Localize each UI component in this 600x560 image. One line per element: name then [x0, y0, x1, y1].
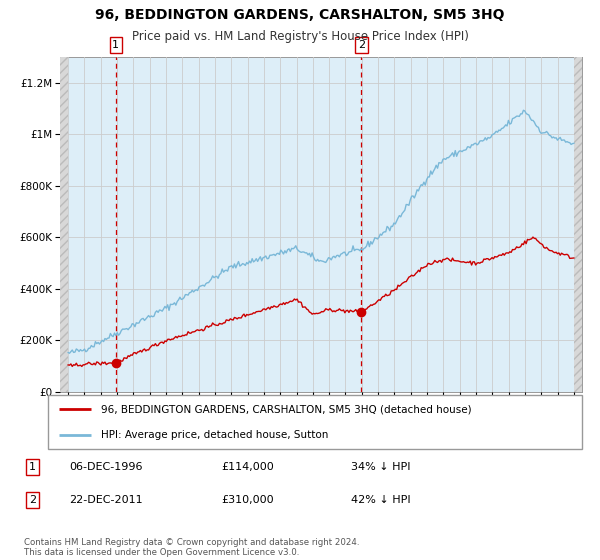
- Text: Price paid vs. HM Land Registry's House Price Index (HPI): Price paid vs. HM Land Registry's House …: [131, 30, 469, 43]
- Text: £310,000: £310,000: [221, 494, 274, 505]
- Text: 06-DEC-1996: 06-DEC-1996: [69, 463, 143, 472]
- Text: 1: 1: [112, 40, 119, 50]
- Text: 42% ↓ HPI: 42% ↓ HPI: [351, 494, 411, 505]
- Text: HPI: Average price, detached house, Sutton: HPI: Average price, detached house, Sutt…: [101, 430, 329, 440]
- Text: 96, BEDDINGTON GARDENS, CARSHALTON, SM5 3HQ (detached house): 96, BEDDINGTON GARDENS, CARSHALTON, SM5 …: [101, 404, 472, 414]
- Text: 2: 2: [29, 494, 36, 505]
- FancyBboxPatch shape: [48, 395, 582, 449]
- Text: 1: 1: [29, 463, 36, 472]
- Text: 96, BEDDINGTON GARDENS, CARSHALTON, SM5 3HQ: 96, BEDDINGTON GARDENS, CARSHALTON, SM5 …: [95, 8, 505, 22]
- Text: 22-DEC-2011: 22-DEC-2011: [69, 494, 143, 505]
- Text: 34% ↓ HPI: 34% ↓ HPI: [351, 463, 410, 472]
- Text: Contains HM Land Registry data © Crown copyright and database right 2024.
This d: Contains HM Land Registry data © Crown c…: [24, 538, 359, 557]
- Text: £114,000: £114,000: [221, 463, 274, 472]
- Text: 2: 2: [358, 40, 365, 50]
- Bar: [574, 57, 582, 392]
- Bar: [60, 57, 68, 392]
